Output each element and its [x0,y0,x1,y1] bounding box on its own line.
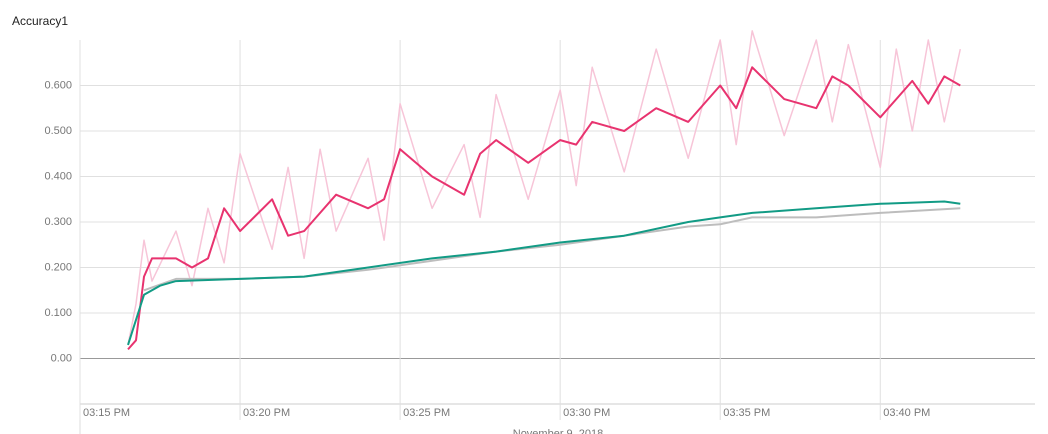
x-tick-label: 03:20 PM [243,407,290,419]
x-axis-label: November 9, 2018 [513,428,604,434]
chart-title: Accuracy1 [12,14,68,28]
series-line [127,66,961,351]
y-tick-label: 0.500 [44,125,72,137]
y-tick-label: 0.00 [51,352,72,364]
series-line [127,200,961,346]
x-tick-label: 03:40 PM [883,407,930,419]
y-tick-label: 0.600 [44,79,72,91]
series-line [127,30,962,346]
y-tick-label: 0.200 [44,261,72,273]
x-tick-label: 03:35 PM [723,407,770,419]
x-tick-label: 03:15 PM [83,407,130,419]
x-tick-label: 03:30 PM [563,407,610,419]
y-tick-label: 0.300 [44,216,72,228]
x-tick-label: 03:25 PM [403,407,450,419]
y-tick-label: 0.100 [44,307,72,319]
y-tick-label: 0.400 [44,170,72,182]
